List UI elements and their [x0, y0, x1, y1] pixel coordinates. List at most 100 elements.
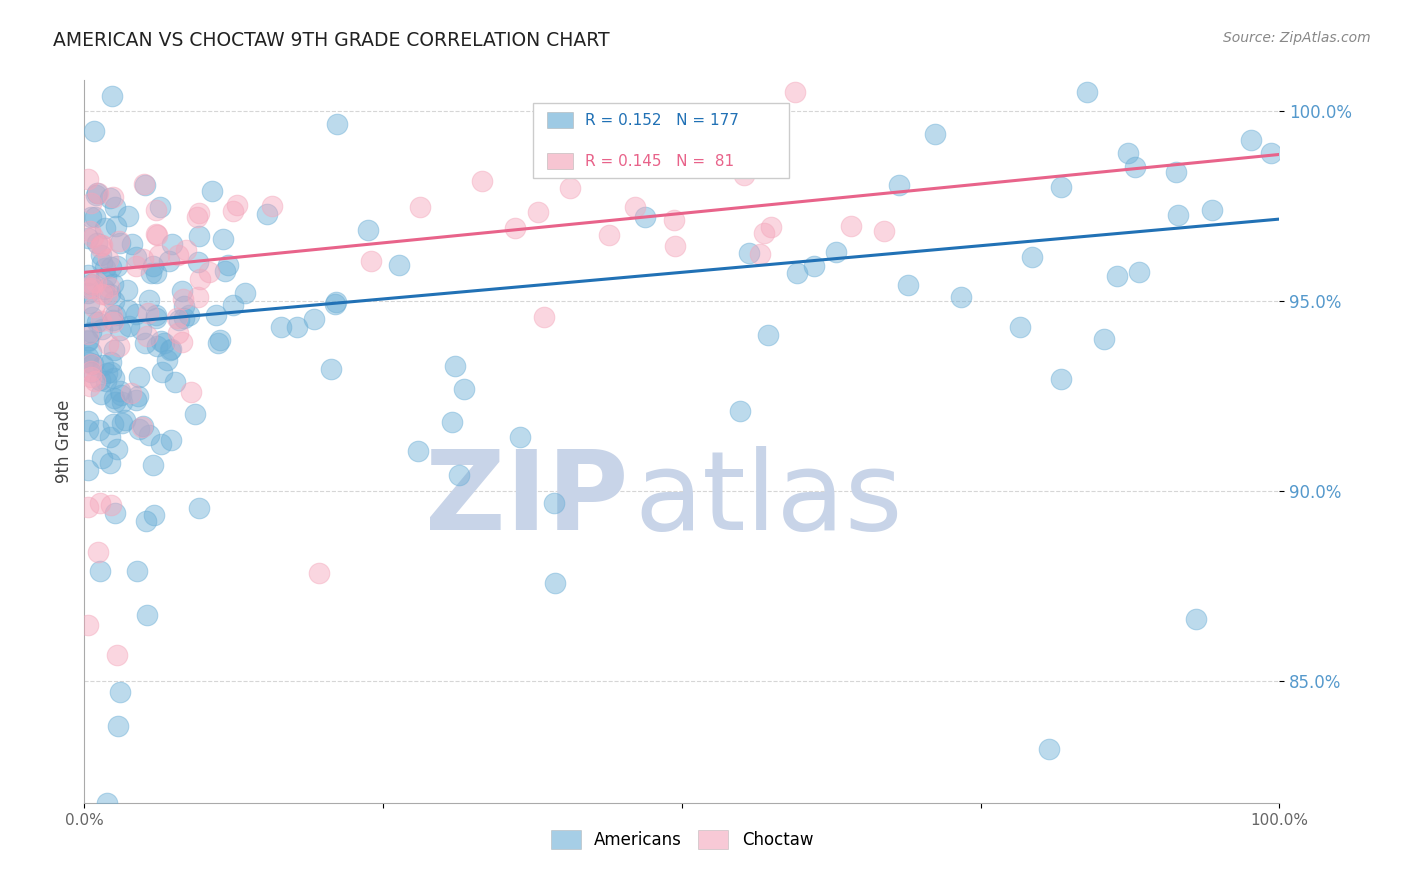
Point — [101, 190, 124, 204]
Point — [80, 365, 103, 379]
Point — [89, 373, 111, 387]
Point — [172, 293, 194, 307]
Point — [786, 266, 808, 280]
Point — [447, 468, 470, 483]
Point — [145, 310, 167, 325]
Point — [752, 226, 775, 240]
Point — [321, 361, 343, 376]
Point — [105, 260, 128, 274]
Point — [77, 268, 100, 283]
Point — [1116, 146, 1139, 161]
Point — [131, 420, 153, 434]
Point — [172, 284, 194, 298]
Point — [159, 343, 181, 358]
Point — [83, 374, 105, 388]
Point — [138, 293, 160, 307]
Point — [136, 306, 159, 320]
Point — [143, 508, 166, 523]
Point — [172, 334, 194, 349]
Point — [94, 270, 117, 285]
Point — [173, 299, 195, 313]
Point — [187, 255, 209, 269]
Point — [1167, 208, 1189, 222]
Point — [209, 333, 232, 347]
Text: R = 0.145   N =  81: R = 0.145 N = 81 — [585, 153, 734, 169]
Point — [117, 283, 139, 297]
Point — [100, 355, 122, 369]
Point — [160, 343, 183, 357]
Point — [96, 374, 118, 388]
Point — [100, 365, 122, 379]
Point — [664, 239, 686, 253]
Point — [77, 326, 100, 341]
Point — [84, 188, 107, 202]
Point — [188, 205, 211, 219]
Point — [167, 313, 190, 327]
Point — [214, 263, 236, 277]
Point — [733, 168, 755, 182]
Point — [132, 252, 155, 266]
Point — [91, 450, 114, 465]
Point — [90, 248, 112, 262]
Point — [325, 117, 347, 131]
Point — [624, 200, 647, 214]
Legend: Americans, Choctaw: Americans, Choctaw — [544, 823, 820, 856]
Point — [79, 379, 101, 393]
Point — [503, 221, 526, 235]
Point — [90, 286, 112, 301]
Point — [174, 243, 197, 257]
Point — [100, 191, 122, 205]
Point — [108, 685, 131, 699]
Point — [103, 308, 125, 322]
Point — [125, 259, 148, 273]
Point — [83, 124, 105, 138]
Point — [108, 384, 131, 398]
Point — [77, 334, 100, 349]
Point — [103, 343, 125, 358]
Point — [80, 195, 103, 210]
Point — [96, 796, 118, 810]
Point — [1185, 612, 1208, 626]
Point — [117, 209, 139, 223]
Point — [91, 322, 114, 336]
Point — [120, 385, 142, 400]
Point — [180, 385, 202, 400]
Point — [82, 281, 104, 295]
Point — [77, 463, 100, 477]
Point — [212, 232, 235, 246]
Point — [887, 178, 910, 193]
Text: ZIP: ZIP — [425, 446, 628, 553]
Point — [128, 422, 150, 436]
Point — [139, 266, 162, 280]
Point — [96, 288, 118, 302]
Point — [87, 186, 110, 201]
Point — [83, 300, 105, 314]
Point — [153, 335, 176, 350]
Point — [125, 307, 148, 321]
Point — [114, 413, 136, 427]
Point — [108, 339, 131, 353]
Point — [256, 207, 278, 221]
Point — [160, 433, 183, 447]
Point — [77, 281, 100, 295]
Point — [233, 285, 256, 300]
Point — [108, 323, 131, 337]
Point — [1008, 319, 1031, 334]
Point — [131, 322, 153, 336]
Point — [86, 235, 108, 250]
Point — [1021, 250, 1043, 264]
Point — [93, 282, 115, 296]
Point — [543, 496, 565, 510]
Point — [104, 200, 127, 214]
Point — [103, 277, 125, 291]
Point — [124, 251, 146, 265]
Point — [662, 213, 685, 227]
Point — [598, 227, 620, 242]
Point — [77, 172, 100, 186]
Point — [756, 328, 779, 343]
Point — [104, 506, 127, 520]
Point — [107, 442, 129, 456]
FancyBboxPatch shape — [533, 103, 790, 178]
Point — [617, 160, 640, 174]
Point — [80, 357, 103, 371]
